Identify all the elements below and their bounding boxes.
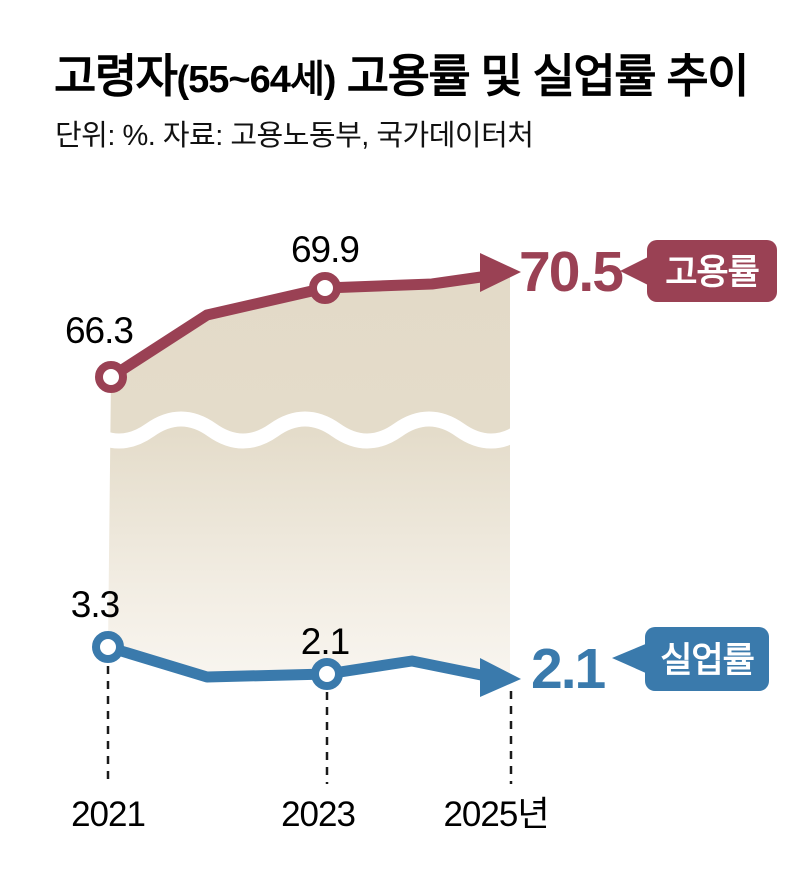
axis-break-wave	[80, 411, 530, 449]
employment-badge-pointer-icon	[620, 256, 650, 286]
unemployment-badge-box	[645, 627, 769, 691]
unemployment-arrowhead-icon	[480, 658, 521, 697]
x-tick-2025: 2025년	[443, 795, 548, 834]
x-tick-2023: 2023	[281, 795, 355, 834]
chart-title-age-range: (55~64세)	[176, 59, 336, 101]
employment-point-2023	[309, 272, 341, 304]
between-series-area	[108, 273, 510, 677]
employment-badge-label: 고용률	[665, 253, 759, 292]
unemployment-point-2021	[92, 631, 124, 663]
chart-title-main: 고령자	[54, 50, 178, 102]
employment-value-2025: 70.5	[519, 240, 623, 304]
unemployment-badge-label: 실업률	[660, 641, 754, 680]
employment-badge: 고용률	[620, 240, 777, 302]
unemployment-badge: 실업률	[612, 627, 769, 691]
employment-arrowhead-icon	[480, 253, 521, 292]
unemployment-value-2021: 3.3	[71, 584, 119, 625]
chart-subtitle-unit-source: 단위: %. 자료: 고용노동부, 국가데이터처	[55, 120, 534, 152]
employment-value-2021: 66.3	[65, 310, 133, 351]
x-tick-2021: 2021	[71, 795, 145, 834]
unemployment-value-2025: 2.1	[531, 637, 606, 701]
employment-value-2023: 69.9	[291, 229, 359, 270]
employment-point-2021	[95, 361, 127, 393]
chart-title: 고령자(55~64세) 고용률 및 실업률 추이	[54, 40, 794, 106]
unemployment-value-2023: 2.1	[301, 621, 349, 662]
chart-title-rest: 고용률 및 실업률 추이	[335, 50, 750, 102]
unemployment-point-2023	[311, 658, 343, 690]
employment-badge-box	[647, 240, 777, 302]
unemployment-badge-pointer-icon	[612, 643, 648, 674]
